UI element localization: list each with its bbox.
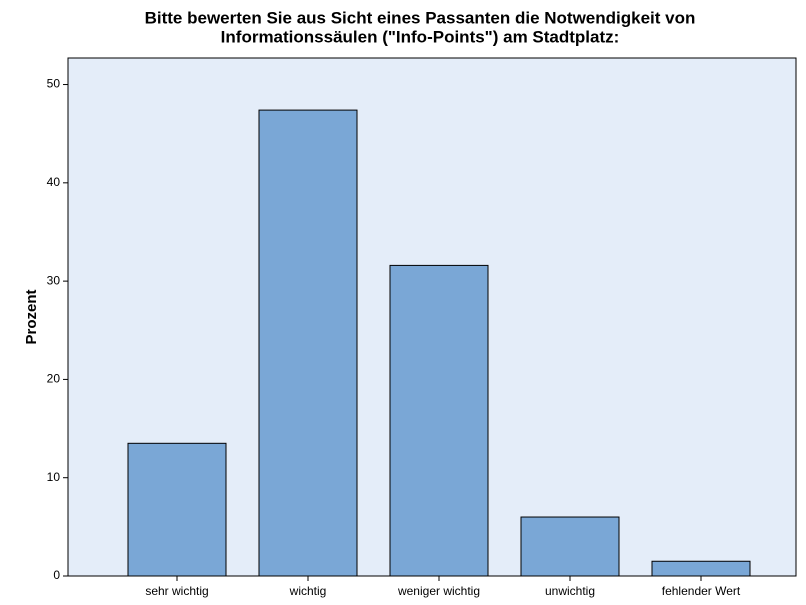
y-tick-label: 40 (47, 175, 61, 189)
chart-title: Bitte bewerten Sie aus Sicht eines Passa… (145, 8, 696, 27)
y-tick-label: 10 (47, 470, 61, 484)
y-tick-label: 50 (47, 77, 61, 91)
x-tick-label: unwichtig (545, 584, 595, 598)
bar (520, 516, 620, 577)
y-tick-label: 20 (47, 372, 61, 386)
x-tick-label: sehr wichtig (145, 584, 208, 598)
x-tick-label: wichtig (289, 584, 327, 598)
bar (651, 560, 751, 577)
y-axis-label: Prozent (23, 289, 40, 344)
x-tick-label: weniger wichtig (397, 584, 480, 598)
y-tick-label: 0 (53, 568, 60, 582)
bar (127, 442, 227, 577)
x-tick-label: fehlender Wert (662, 584, 741, 598)
chart-title: Informationssäulen ("Info-Points") am St… (221, 27, 620, 46)
y-tick-label: 30 (47, 273, 61, 287)
bar (258, 109, 358, 577)
bar (389, 264, 489, 577)
